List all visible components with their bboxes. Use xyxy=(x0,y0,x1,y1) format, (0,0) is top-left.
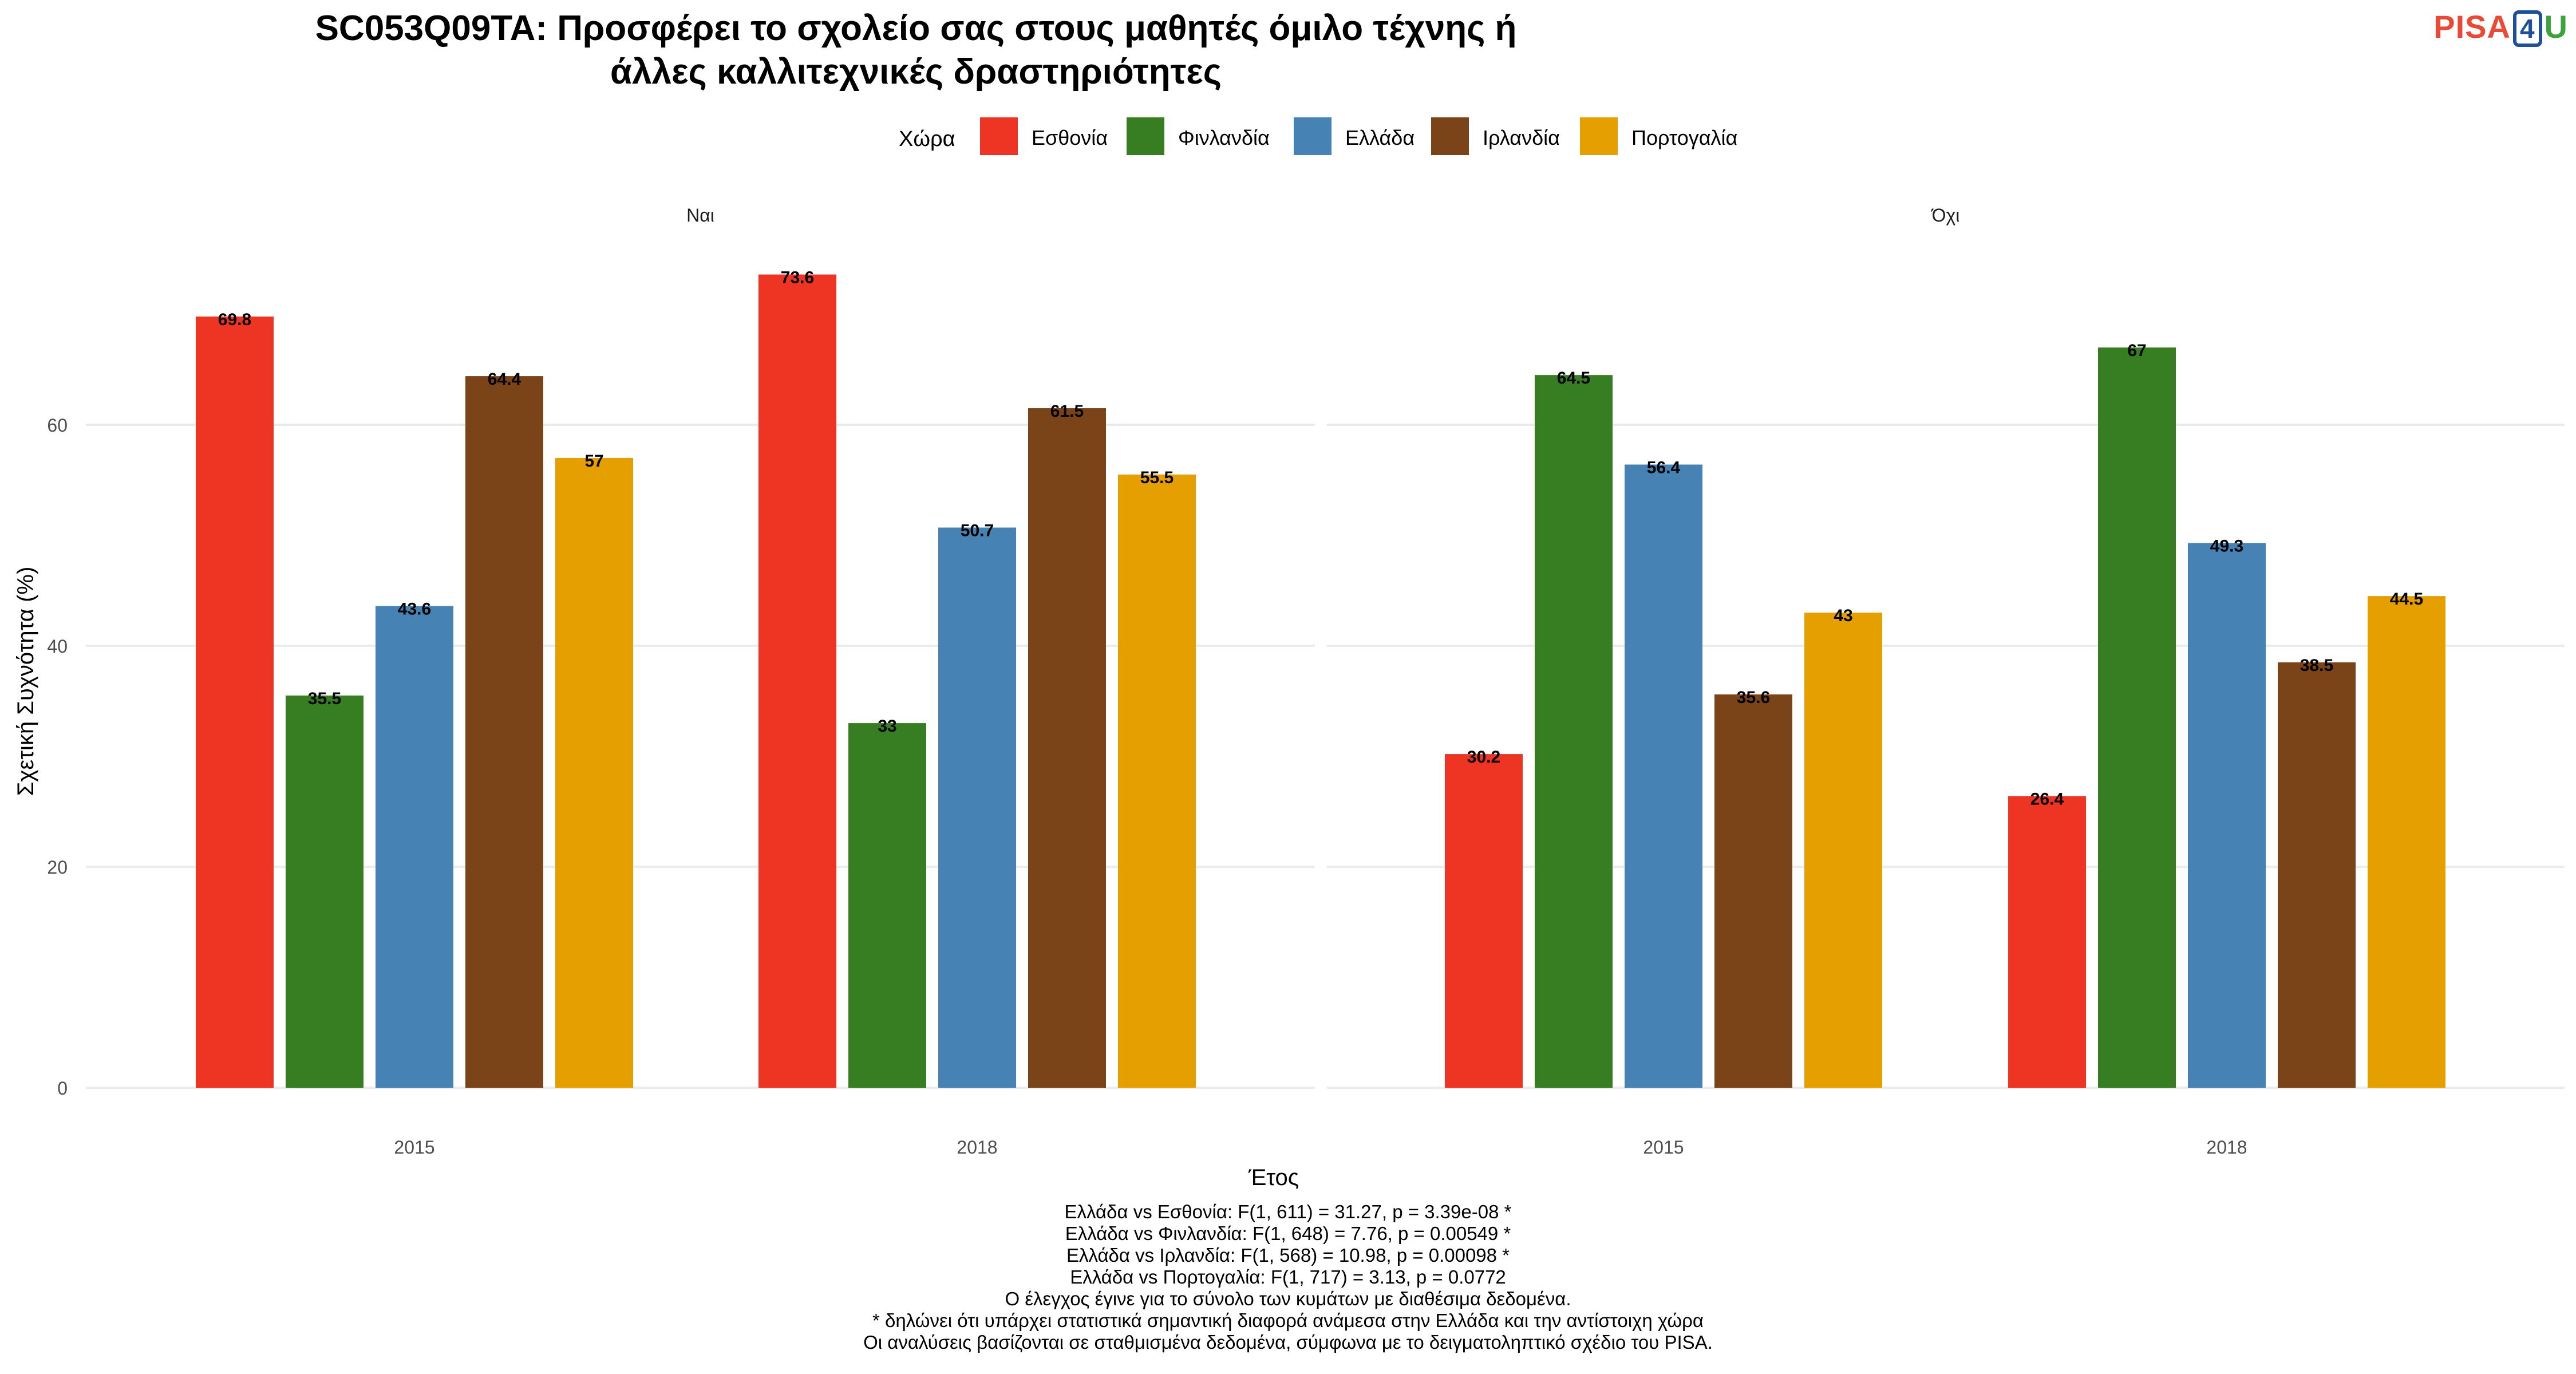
pisa4u-logo: PISA 4 U xyxy=(2433,8,2568,47)
bar-Εσθονία xyxy=(2008,796,2086,1088)
data-label: 67 xyxy=(2127,341,2146,360)
data-label: 55.5 xyxy=(1140,468,1174,487)
bar-Εσθονία xyxy=(196,316,274,1088)
logo-text-4: 4 xyxy=(2512,10,2542,47)
bar-chart: Χώρα Εσθονία Φινλανδία Ελλάδα Ιρλανδία Πορτογ… xyxy=(13,117,2565,1190)
legend-label-5: Πορτογαλία xyxy=(1631,126,1737,149)
bar-Ελλάδα xyxy=(2188,543,2266,1088)
legend-label-2: Φινλανδία xyxy=(1178,126,1270,149)
footnote-line: Οι αναλύσεις βασίζονται σε σταθμισμένα δ… xyxy=(863,1332,1713,1353)
footnote-line: Ελλάδα vs Φινλανδία: F(1, 648) = 7.76, p… xyxy=(1065,1223,1511,1244)
bar-Πορτογαλία xyxy=(2368,596,2445,1088)
bar-Ιρλανδία xyxy=(1714,694,1792,1088)
y-tick-label: 60 xyxy=(47,415,68,436)
bar-Εσθονία xyxy=(1445,754,1523,1088)
logo-text-u: U xyxy=(2544,9,2568,45)
bar-Πορτογαλία xyxy=(1804,613,1882,1088)
footnote-line: Ελλάδα vs Εσθονία: F(1, 611) = 31.27, p … xyxy=(1064,1201,1512,1222)
bar-Φινλανδία xyxy=(2098,347,2176,1088)
legend-swatch-1 xyxy=(980,117,1018,155)
data-label: 69.8 xyxy=(218,310,251,329)
bar-Πορτογαλία xyxy=(555,457,633,1088)
bar-Ελλάδα xyxy=(376,606,453,1088)
legend-label-4: Ιρλανδία xyxy=(1483,126,1560,149)
data-label: 61.5 xyxy=(1050,402,1084,421)
data-label: 49.3 xyxy=(2210,537,2243,556)
x-axis-label: Έτος xyxy=(1248,1165,1299,1190)
chart-title-line-1: SC053Q09TA: Προσφέρει το σχολείο σας στο… xyxy=(315,9,1517,48)
x-tick-label: 2015 xyxy=(394,1137,434,1158)
data-label: 30.2 xyxy=(1467,748,1500,767)
data-label: 26.4 xyxy=(2030,789,2064,808)
bar-Ελλάδα xyxy=(938,527,1016,1088)
data-label: 44.5 xyxy=(2390,590,2423,609)
data-label: 56.4 xyxy=(1647,458,1681,477)
footnote-line: * δηλώνει ότι υπάρχει στατιστικά σημαντι… xyxy=(872,1310,1704,1331)
data-label: 43.6 xyxy=(398,600,431,619)
legend-swatch-3 xyxy=(1294,117,1332,155)
data-label: 50.7 xyxy=(961,521,994,540)
data-label: 64.4 xyxy=(488,370,521,389)
footnote-line: Ελλάδα vs Πορτογαλία: F(1, 717) = 3.13, … xyxy=(1070,1266,1506,1288)
footnote-line: Ο έλεγχος έγινε για το σύνολο των κυμάτω… xyxy=(1005,1288,1571,1309)
footnote-line: Ελλάδα vs Ιρλανδία: F(1, 568) = 10.98, p… xyxy=(1066,1245,1510,1266)
bar-Φινλανδία xyxy=(848,723,926,1088)
legend-title: Χώρα xyxy=(899,127,955,151)
bar-Πορτογαλία xyxy=(1118,474,1196,1088)
y-tick-label: 0 xyxy=(57,1078,68,1099)
legend-swatch-4 xyxy=(1431,117,1469,155)
data-label: 57 xyxy=(584,452,603,471)
data-label: 35.5 xyxy=(308,689,341,708)
y-tick-label: 20 xyxy=(47,857,68,878)
x-tick-label: 2018 xyxy=(2206,1137,2247,1158)
data-label: 35.6 xyxy=(1737,688,1770,707)
data-label: 64.5 xyxy=(1557,369,1590,388)
y-axis-label: Σχετική Συχνότητα (%) xyxy=(13,567,38,796)
panel-label: Όχι xyxy=(1931,205,1960,226)
legend-label-3: Ελλάδα xyxy=(1345,126,1415,149)
y-tick-label: 40 xyxy=(47,636,68,657)
logo-text-pisa: PISA xyxy=(2433,9,2511,45)
bar-Εσθονία xyxy=(758,274,836,1088)
bar-Ιρλανδία xyxy=(2278,662,2356,1088)
data-label: 33 xyxy=(878,717,896,736)
x-tick-label: 2018 xyxy=(957,1137,997,1158)
legend-swatch-2 xyxy=(1127,117,1164,155)
bar-Φινλανδία xyxy=(286,695,364,1088)
data-label: 38.5 xyxy=(2300,656,2333,675)
data-label: 73.6 xyxy=(781,269,814,287)
legend-label-1: Εσθονία xyxy=(1032,126,1108,149)
panel-label: Ναι xyxy=(686,205,714,226)
bar-Ιρλανδία xyxy=(1028,408,1106,1088)
legend-swatch-5 xyxy=(1580,117,1618,155)
data-label: 43 xyxy=(1834,606,1852,625)
chart-title-line-2: άλλες καλλιτεχνικές δραστηριότητες xyxy=(610,52,1222,92)
bar-Ελλάδα xyxy=(1625,464,1702,1088)
x-tick-label: 2015 xyxy=(1643,1137,1684,1158)
bar-Ιρλανδία xyxy=(465,376,543,1088)
bar-Φινλανδία xyxy=(1535,375,1613,1088)
